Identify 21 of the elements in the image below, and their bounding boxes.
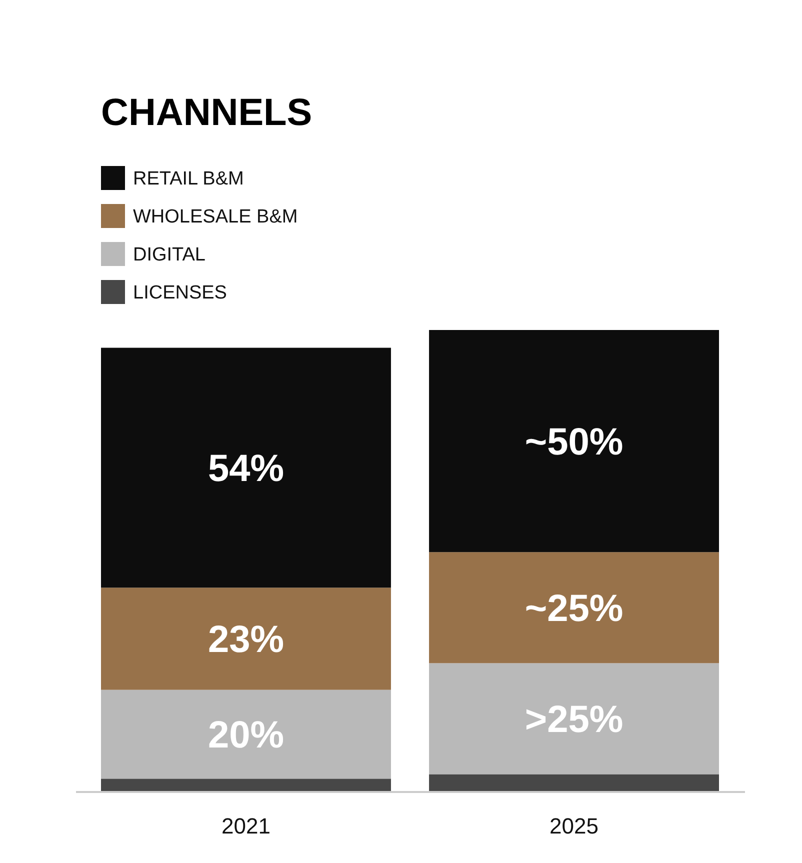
x-tick-label: 2021 <box>222 814 270 839</box>
bar <box>101 348 391 588</box>
bar <box>429 330 719 552</box>
bar <box>101 690 391 779</box>
legend-label: WHOLESALE B&M <box>133 206 298 228</box>
data-label: 54% <box>208 448 284 490</box>
data-label: 20% <box>208 714 284 757</box>
x-tick-label: 2025 <box>550 814 598 839</box>
bar <box>429 774 719 792</box>
data-label: >25% <box>524 699 624 741</box>
data-label: ~50% <box>524 421 624 464</box>
legend-label: LICENSES <box>133 282 227 304</box>
bar <box>429 663 719 774</box>
bar <box>101 588 391 690</box>
legend-label: DIGITAL <box>133 244 206 266</box>
data-label: 23% <box>208 619 284 662</box>
data-label: ~25% <box>524 588 624 630</box>
bar <box>101 778 391 792</box>
legend-label: RETAIL B&M <box>133 168 244 190</box>
chart-title: CHANNELS <box>101 92 312 134</box>
bar <box>429 552 719 664</box>
